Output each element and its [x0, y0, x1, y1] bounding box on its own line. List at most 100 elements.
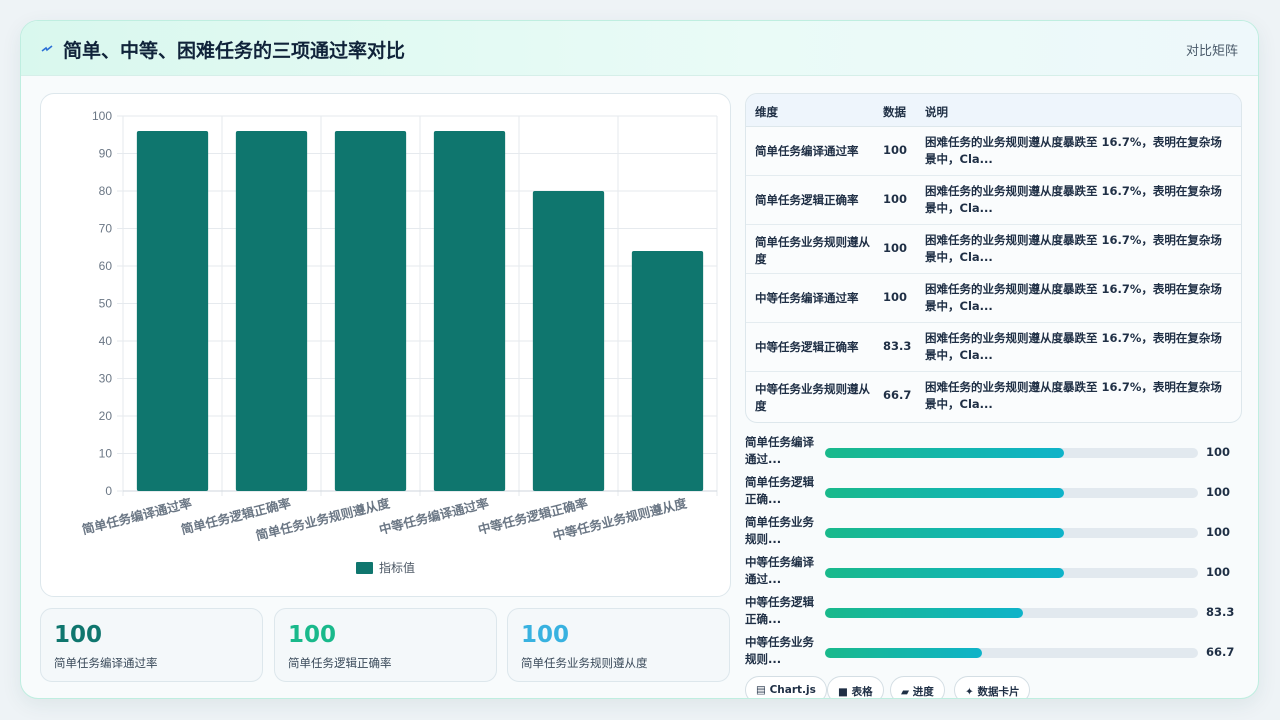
y-tick-label: 90	[99, 147, 113, 161]
bar-chart-panel: 0 10 20 30 40 50 60 70 80 90 100 简单任务编译通过率 简单任务逻辑正确率…	[40, 93, 731, 597]
progress-label: 简单任务业务规则...	[745, 515, 814, 546]
cell-dimension: 简单任务逻辑正确率	[755, 193, 859, 207]
progress-track	[825, 488, 1198, 498]
progress-row: 简单任务逻辑正确... 100	[745, 474, 1242, 510]
y-tick-label: 50	[99, 297, 113, 311]
cell-dimension: 中等任务逻辑正确率	[755, 340, 859, 354]
data-table: 维度 数据 说明 简单任务编译通过率 100 困难任务的业务规则遵从度暴跌至 1…	[745, 93, 1242, 423]
table-row: 中等任务业务规则遵从度 66.7 困难任务的业务规则遵从度暴跌至 16.7%，表…	[746, 372, 1241, 421]
progress-label: 简单任务编译通过...	[745, 435, 814, 466]
chip-label: 进度	[912, 686, 934, 698]
stat-card: 100 简单任务业务规则遵从度	[507, 608, 730, 682]
y-tick-label: 10	[99, 447, 113, 461]
stat-label: 简单任务编译通过率	[54, 656, 158, 670]
progress-fill	[825, 648, 982, 658]
progress-fill	[825, 568, 1064, 578]
chip-data-cards[interactable]: ✦ 数据卡片	[954, 676, 1031, 698]
bar	[334, 131, 407, 491]
cell-value: 100	[883, 290, 908, 304]
cell-dimension: 中等任务编译通过率	[755, 291, 859, 305]
cell-dimension: 简单任务编译通过率	[755, 144, 859, 158]
chip-chartjs[interactable]: ▤ Chart.js	[745, 676, 827, 698]
bar	[136, 131, 209, 491]
progress-row: 中等任务编译通过... 100	[745, 554, 1242, 590]
table-row: 中等任务逻辑正确率 83.3 困难任务的业务规则遵从度暴跌至 16.7%，表明在…	[746, 323, 1241, 372]
progress-label: 中等任务编译通过...	[745, 555, 814, 586]
progress-value: 100	[1206, 485, 1231, 499]
chip-table[interactable]: ■ 表格	[827, 676, 884, 698]
cell-dimension: 中等任务业务规则遵从度	[755, 382, 870, 413]
chip-label: Chart.js	[769, 684, 816, 696]
cell-value: 100	[883, 192, 908, 206]
cell-note: 困难任务的业务规则遵从度暴跌至 16.7%，表明在复杂场景中，Cla...	[925, 331, 1222, 362]
bar	[532, 191, 605, 491]
progress-row: 简单任务业务规则... 100	[745, 514, 1242, 550]
cell-note: 困难任务的业务规则遵从度暴跌至 16.7%，表明在复杂场景中，Cla...	[925, 135, 1222, 166]
chip-label: 表格	[851, 686, 873, 698]
stat-label: 简单任务逻辑正确率	[288, 656, 392, 670]
progress-fill	[825, 528, 1064, 538]
y-tick-label: 100	[92, 109, 112, 123]
sparkle-icon: ✦	[965, 686, 974, 698]
chip-label: 数据卡片	[977, 686, 1020, 698]
cell-note: 困难任务的业务规则遵从度暴跌至 16.7%，表明在复杂场景中，Cla...	[925, 282, 1222, 313]
progress-value: 100	[1206, 525, 1231, 539]
progress-icon: ▰	[901, 686, 910, 698]
stat-value: 100	[54, 622, 103, 648]
column-header: 数据	[883, 105, 906, 119]
table-icon: ■	[838, 686, 848, 698]
table-row: 简单任务逻辑正确率 100 困难任务的业务规则遵从度暴跌至 16.7%，表明在复…	[746, 176, 1241, 225]
y-tick-label: 70	[99, 222, 113, 236]
bar	[433, 131, 506, 491]
progress-row: 中等任务业务规则... 66.7	[745, 634, 1242, 670]
cell-note: 困难任务的业务规则遵从度暴跌至 16.7%，表明在复杂场景中，Cla...	[925, 184, 1222, 215]
progress-value: 83.3	[1206, 605, 1235, 619]
table-header: 维度 数据 说明	[746, 94, 1241, 127]
progress-value: 100	[1206, 445, 1231, 459]
y-tick-label: 0	[105, 484, 112, 498]
progress-fill	[825, 488, 1064, 498]
column-header: 说明	[925, 105, 948, 119]
bar	[631, 251, 704, 491]
column-header: 维度	[755, 105, 778, 119]
stat-label: 简单任务业务规则遵从度	[521, 656, 648, 670]
dashboard-card: 简单、中等、困难任务的三项通过率对比 对比矩阵 0 10 20 30 40 50 60 70 8…	[20, 20, 1259, 699]
table-row: 简单任务业务规则遵从度 100 困难任务的业务规则遵从度暴跌至 16.7%，表明…	[746, 225, 1241, 274]
progress-value: 66.7	[1206, 645, 1235, 659]
cell-note: 困难任务的业务规则遵从度暴跌至 16.7%，表明在复杂场景中，Cla...	[925, 380, 1222, 411]
y-tick-label: 80	[99, 184, 113, 198]
progress-fill	[825, 448, 1064, 458]
progress-value: 100	[1206, 565, 1231, 579]
cell-value: 100	[883, 241, 908, 255]
cell-value: 66.7	[883, 388, 912, 402]
header-bar: 简单、中等、困难任务的三项通过率对比 对比矩阵	[21, 21, 1258, 76]
progress-label: 中等任务业务规则...	[745, 635, 814, 666]
stat-card: 100 简单任务编译通过率	[40, 608, 263, 682]
y-tick-label: 60	[99, 259, 113, 273]
page-title: 简单、中等、困难任务的三项通过率对比	[63, 40, 406, 62]
progress-label: 中等任务逻辑正确...	[745, 595, 814, 626]
view-tag[interactable]: 对比矩阵	[1185, 44, 1238, 59]
y-tick-label: 30	[99, 372, 113, 386]
progress-track	[825, 568, 1198, 578]
cell-value: 100	[883, 143, 908, 157]
chip-progress[interactable]: ▰ 进度	[890, 676, 945, 698]
cell-value: 83.3	[883, 339, 912, 353]
stat-card: 100 简单任务逻辑正确率	[274, 608, 497, 682]
stat-value: 100	[288, 622, 337, 648]
x-tick-label: 简单任务编译通过率	[80, 495, 193, 537]
chart-icon: ▤	[756, 684, 766, 696]
progress-track	[825, 608, 1198, 618]
bar-chart: 0102030405060708090100简单任务编译通过率简单任务逻辑正确率…	[80, 109, 718, 575]
legend-swatch	[356, 562, 373, 574]
table-row: 简单任务编译通过率 100 困难任务的业务规则遵从度暴跌至 16.7%，表明在复…	[746, 127, 1241, 176]
progress-track	[825, 648, 1198, 658]
y-tick-label: 40	[99, 334, 113, 348]
y-tick-label: 20	[99, 409, 113, 423]
x-tick-label: 中等任务编译通过率	[377, 495, 490, 537]
stat-value: 100	[521, 622, 570, 648]
progress-row: 简单任务编译通过... 100	[745, 434, 1242, 470]
cell-dimension: 简单任务业务规则遵从度	[755, 235, 870, 266]
progress-track	[825, 528, 1198, 538]
progress-label: 简单任务逻辑正确...	[745, 475, 814, 506]
